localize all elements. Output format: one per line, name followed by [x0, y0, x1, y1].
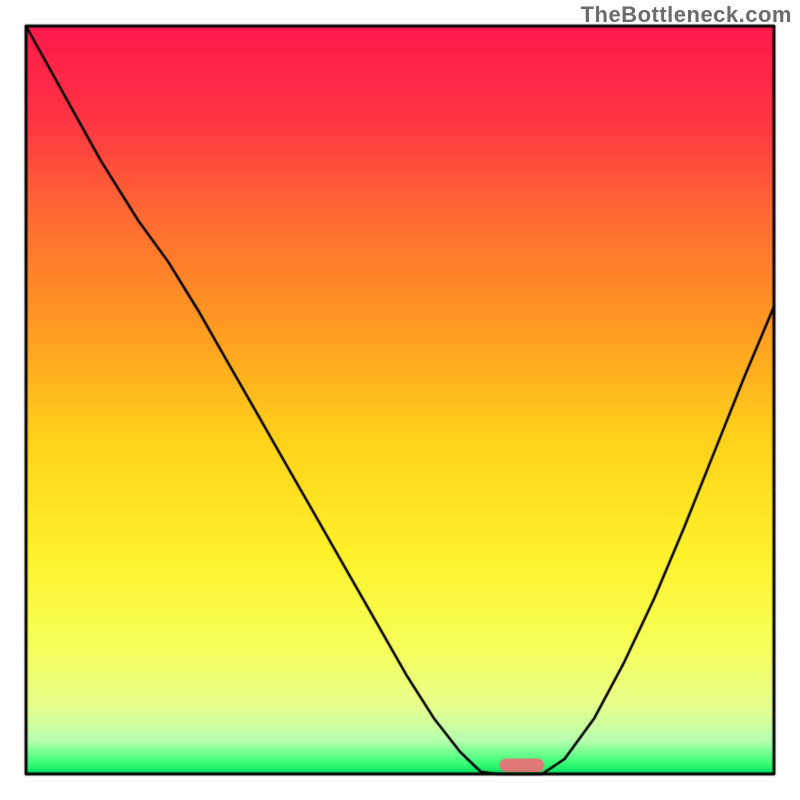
watermark-label: TheBottleneck.com [581, 2, 792, 28]
chart-container: TheBottleneck.com [0, 0, 800, 800]
bottleneck-chart-canvas [0, 0, 800, 800]
